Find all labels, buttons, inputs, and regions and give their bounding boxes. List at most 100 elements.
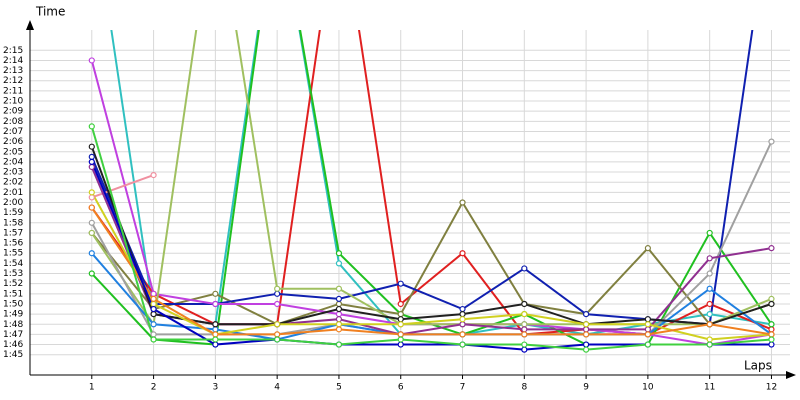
point (335, 250, 343, 257)
point (397, 311, 404, 318)
y-tick-label: 2:08 (3, 117, 23, 127)
point (521, 331, 528, 338)
y-tick-label: 1:57 (3, 228, 23, 238)
point (212, 300, 219, 308)
point (88, 163, 95, 171)
point (274, 290, 281, 297)
point (88, 57, 95, 64)
point (335, 305, 343, 313)
point (150, 290, 157, 297)
plot-area (88, 30, 775, 353)
point (397, 321, 404, 328)
point (582, 331, 590, 338)
point (335, 316, 343, 323)
point (212, 341, 219, 348)
point (706, 300, 713, 308)
point (706, 255, 713, 262)
x-tick-label: 4 (274, 383, 280, 393)
y-tick-label: 2:09 (3, 107, 23, 117)
point (706, 270, 713, 277)
x-tick-label: 10 (642, 383, 654, 393)
point (768, 331, 775, 338)
point (768, 336, 775, 343)
point (88, 143, 95, 150)
point (397, 336, 404, 343)
y-tick-label: 1:51 (3, 289, 23, 299)
x-tick-label: 8 (521, 383, 527, 393)
x-tick-label: 12 (766, 383, 777, 393)
y-tick-label: 1:54 (3, 259, 23, 269)
point (150, 305, 157, 313)
y-tick-label: 1:50 (3, 299, 23, 309)
x-axis-title: Laps (744, 359, 772, 373)
x-tick-label: 6 (398, 383, 404, 393)
x-tick-label: 1 (89, 383, 95, 393)
point (88, 250, 95, 257)
point (274, 321, 281, 328)
y-tick-label: 2:00 (3, 198, 23, 208)
point (582, 321, 590, 328)
y-tick-label: 1:56 (3, 239, 23, 249)
point (274, 285, 281, 292)
x-tick-label: 3 (212, 383, 218, 393)
y-tick-label: 1:53 (3, 269, 23, 279)
point (88, 270, 95, 277)
y-tick-label: 1:52 (3, 279, 23, 289)
point (88, 194, 95, 201)
point (212, 321, 219, 328)
y-tick-label: 2:06 (3, 137, 23, 147)
point (768, 245, 775, 252)
y-tick-label: 2:13 (3, 66, 23, 76)
point (88, 229, 95, 237)
point (397, 341, 404, 348)
point (459, 341, 466, 348)
point (88, 189, 95, 196)
point (582, 346, 590, 353)
point (521, 346, 528, 353)
y-tick-label: 2:05 (3, 147, 23, 157)
point (644, 245, 651, 252)
y-tick-label: 1:46 (3, 340, 23, 350)
y-tick-label: 2:01 (3, 188, 23, 198)
point (644, 316, 651, 323)
point (335, 260, 343, 267)
point (335, 285, 343, 292)
point (521, 311, 528, 318)
y-tick-label: 2:03 (3, 168, 23, 178)
series-line (90, 146, 772, 326)
y-arrow (26, 20, 34, 30)
point (582, 341, 590, 348)
point (644, 321, 651, 328)
series-line (91, 200, 772, 326)
point (459, 311, 466, 318)
y-tick-label: 2:04 (3, 157, 23, 167)
point (521, 265, 528, 272)
point (150, 336, 157, 343)
point (459, 305, 466, 313)
point (274, 336, 281, 343)
y-tick-label: 1:45 (3, 350, 23, 360)
point (397, 331, 404, 338)
point (768, 326, 775, 333)
point (706, 285, 713, 292)
point (706, 341, 713, 348)
point (88, 219, 95, 226)
point (335, 311, 343, 318)
y-tick-label: 2:11 (3, 86, 23, 96)
point (212, 290, 219, 297)
point (335, 341, 343, 348)
point (88, 204, 95, 211)
point (212, 331, 219, 338)
point (150, 321, 157, 328)
point (706, 229, 713, 237)
point (150, 172, 157, 179)
point (644, 326, 651, 333)
point (768, 300, 775, 308)
point (582, 311, 590, 318)
x-tick-label: 5 (336, 383, 342, 393)
point (521, 341, 528, 348)
point (274, 300, 281, 308)
y-tick-label: 2:07 (3, 127, 23, 137)
y-tick-label: 2:14 (3, 56, 23, 66)
